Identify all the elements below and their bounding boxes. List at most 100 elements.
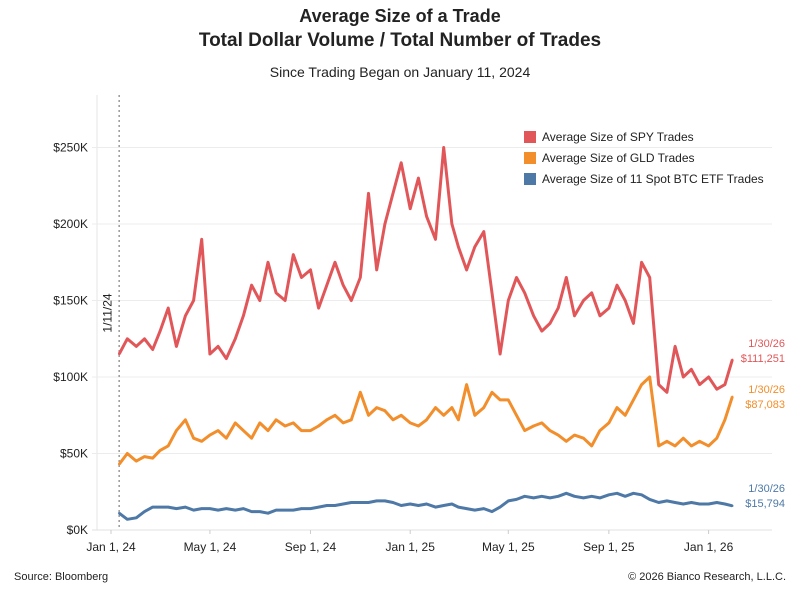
source-note: Source: Bloomberg — [14, 571, 109, 583]
data-point — [640, 383, 643, 386]
data-point — [225, 357, 228, 360]
data-point — [383, 409, 387, 412]
chart-subtitle: Since Trading Began on January 11, 2024 — [269, 64, 531, 80]
data-point — [490, 510, 494, 513]
data-point — [556, 495, 560, 498]
data-point — [515, 498, 518, 501]
data-point — [573, 314, 576, 317]
data-point — [409, 502, 412, 506]
data-point — [565, 440, 568, 443]
data-point — [158, 505, 162, 509]
data-point — [175, 507, 178, 510]
data-point — [590, 444, 593, 448]
data-point — [300, 276, 303, 279]
data-point — [117, 463, 121, 466]
data-point — [383, 222, 387, 226]
data-point — [350, 501, 353, 504]
end-label-spy: 1/30/26 $111,251 — [741, 337, 785, 367]
data-point — [200, 238, 203, 241]
data-point — [192, 437, 195, 440]
data-point — [482, 406, 485, 409]
data-point — [333, 261, 337, 264]
data-point — [607, 306, 611, 310]
end-label-gld: 1/30/26 $87,083 — [745, 383, 785, 413]
data-point — [556, 306, 560, 310]
data-point — [715, 388, 718, 391]
legend: Average Size of SPY Trades Average Size … — [524, 126, 764, 189]
data-point — [309, 429, 312, 432]
data-point — [731, 358, 734, 361]
data-point — [317, 424, 320, 428]
data-point — [690, 444, 693, 448]
legend-item-spy: Average Size of SPY Trades — [524, 126, 764, 147]
data-point — [624, 299, 627, 302]
data-point — [250, 284, 253, 287]
data-point — [682, 375, 685, 379]
data-point — [367, 414, 370, 417]
data-point — [151, 505, 154, 509]
data-point — [698, 502, 701, 506]
data-point — [457, 418, 460, 422]
data-point — [333, 414, 337, 417]
data-point — [350, 299, 353, 302]
x-tick-label: May 1, 25 — [482, 540, 535, 554]
data-point — [442, 414, 445, 417]
data-point — [598, 496, 602, 500]
data-point — [242, 314, 245, 317]
data-point — [590, 291, 593, 295]
data-point — [266, 429, 270, 432]
data-point — [482, 230, 485, 233]
x-tick-label: Jan 1, 24 — [86, 540, 136, 554]
end-value-spy: $111,251 — [740, 353, 785, 365]
data-point — [673, 345, 677, 348]
data-point — [434, 406, 437, 409]
data-point — [715, 501, 718, 504]
data-point — [657, 501, 660, 504]
y-tick-label: $150K — [53, 294, 88, 308]
end-value-btc: $15,794 — [745, 498, 785, 510]
data-point — [309, 507, 312, 510]
data-point — [151, 348, 154, 351]
data-point — [425, 502, 428, 506]
data-point — [615, 492, 619, 495]
data-point — [498, 398, 502, 402]
data-point — [648, 498, 651, 501]
data-point — [648, 276, 651, 279]
data-point — [434, 505, 437, 509]
data-point — [391, 501, 395, 504]
data-point — [523, 495, 526, 498]
data-point — [565, 276, 568, 279]
data-point — [375, 499, 378, 503]
data-point — [266, 511, 270, 515]
data-point — [707, 502, 710, 506]
data-point — [548, 429, 552, 432]
data-point — [325, 284, 329, 287]
data-point — [234, 508, 237, 512]
data-point — [167, 306, 170, 310]
data-point — [242, 507, 245, 510]
data-point — [673, 444, 677, 448]
data-point — [167, 444, 170, 448]
end-date-btc: 1/30/26 — [748, 483, 785, 495]
data-point — [274, 418, 278, 422]
data-point — [143, 510, 146, 513]
y-tick-label: $0K — [67, 523, 88, 537]
data-point — [598, 314, 602, 317]
data-point — [341, 284, 345, 287]
data-point — [350, 418, 353, 422]
data-point — [723, 383, 727, 386]
data-point — [582, 496, 585, 500]
data-point — [258, 421, 261, 425]
data-point — [507, 299, 510, 302]
data-point — [540, 495, 544, 498]
data-point — [673, 501, 677, 504]
data-point — [682, 437, 685, 440]
data-point — [135, 459, 138, 463]
data-point — [333, 504, 337, 507]
data-point — [216, 429, 220, 432]
data-point — [582, 299, 585, 302]
data-point — [731, 395, 734, 398]
data-point — [242, 429, 245, 432]
data-point — [283, 424, 287, 428]
data-point — [283, 299, 287, 302]
